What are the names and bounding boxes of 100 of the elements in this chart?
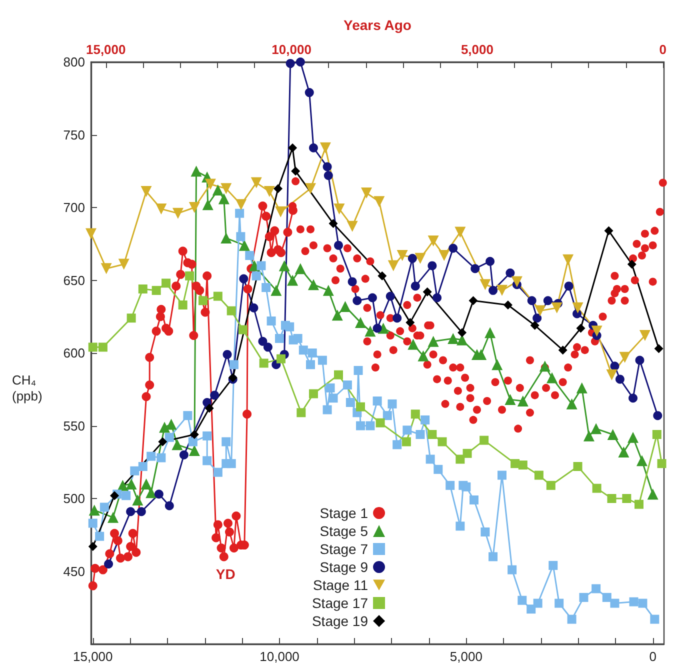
y-tick-label: 550 — [63, 418, 85, 434]
y-tick-label: 600 — [63, 346, 85, 360]
point — [113, 536, 122, 546]
point — [190, 166, 202, 177]
point — [100, 263, 112, 274]
point — [558, 346, 568, 355]
point — [607, 494, 616, 503]
x2-tick-label: 15,000 — [86, 42, 126, 57]
point — [202, 271, 212, 280]
point — [304, 183, 316, 194]
point — [356, 402, 366, 412]
point — [422, 287, 432, 296]
point — [410, 410, 420, 419]
point — [287, 274, 298, 286]
point — [428, 261, 437, 270]
point — [138, 284, 148, 294]
point — [225, 527, 234, 536]
point — [406, 318, 415, 327]
y-axis-title: CH₄ (ppb) — [12, 372, 42, 404]
point — [105, 549, 114, 558]
point — [198, 296, 208, 306]
point — [176, 270, 186, 279]
x-tick-label: 5,000 — [450, 649, 482, 663]
x-tick-label: 10,000 — [260, 649, 300, 663]
x-tick-label: 0 — [649, 649, 656, 663]
point — [274, 184, 283, 194]
point — [408, 254, 417, 263]
point — [410, 282, 420, 291]
point — [576, 382, 588, 394]
point — [408, 338, 419, 350]
point — [178, 246, 188, 256]
point — [195, 286, 204, 295]
point — [220, 232, 232, 244]
point — [296, 58, 305, 66]
point — [126, 542, 136, 552]
point — [634, 500, 644, 509]
point — [456, 454, 465, 464]
legend-label: Stage 17 — [312, 595, 368, 611]
point — [346, 220, 358, 232]
point — [376, 418, 385, 428]
point — [627, 260, 636, 269]
point — [219, 552, 228, 562]
point — [258, 336, 268, 346]
point — [573, 462, 582, 471]
point — [618, 446, 630, 458]
point — [654, 344, 664, 354]
point — [216, 543, 226, 552]
point — [238, 240, 250, 251]
point — [517, 396, 528, 407]
point — [212, 184, 224, 196]
point — [88, 342, 98, 352]
point — [334, 370, 343, 380]
point — [348, 277, 357, 286]
point — [492, 359, 503, 370]
point — [270, 284, 282, 296]
x2-tick-label: 5,000 — [460, 42, 494, 57]
point — [123, 552, 132, 562]
point — [396, 250, 408, 262]
point — [140, 186, 152, 197]
point — [118, 258, 130, 270]
point — [156, 203, 167, 214]
point — [308, 279, 319, 290]
point — [304, 88, 314, 98]
point — [607, 428, 618, 440]
point — [546, 372, 558, 384]
point — [590, 423, 602, 434]
y-tick-label: 750 — [63, 127, 85, 142]
point — [116, 554, 125, 563]
point — [532, 314, 542, 323]
point — [232, 511, 241, 520]
point — [185, 271, 194, 280]
point — [414, 252, 426, 264]
point — [484, 327, 496, 338]
point — [188, 444, 200, 456]
point — [364, 326, 376, 337]
point — [224, 518, 232, 528]
point — [657, 459, 666, 468]
point — [126, 314, 136, 323]
legend-label: Stage 19 — [312, 613, 368, 629]
point — [332, 310, 343, 321]
point — [372, 324, 382, 333]
point — [448, 244, 458, 253]
point — [622, 494, 632, 503]
point — [172, 282, 181, 291]
point — [152, 286, 161, 295]
point — [653, 411, 662, 420]
point — [606, 369, 618, 380]
point — [88, 542, 98, 552]
point — [320, 142, 331, 154]
point — [222, 350, 232, 359]
point — [480, 279, 491, 290]
point — [158, 437, 168, 446]
point — [583, 430, 594, 442]
point — [503, 300, 512, 310]
point — [164, 326, 174, 336]
point — [386, 292, 395, 301]
point — [619, 352, 630, 363]
point — [213, 292, 222, 301]
point — [551, 302, 562, 314]
point — [250, 177, 262, 188]
